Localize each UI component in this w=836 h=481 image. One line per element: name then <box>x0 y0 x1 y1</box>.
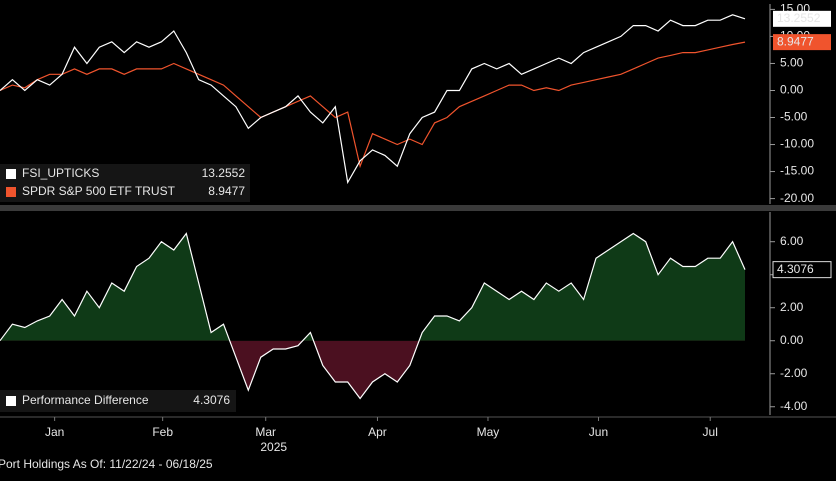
y-tick-label: -20.00 <box>780 191 814 205</box>
x-tick-label: Jul <box>703 425 718 439</box>
footnote: Port Holdings As Of: 11/22/24 - 06/18/25 <box>0 457 213 471</box>
y-tick-label: -2.00 <box>780 366 808 380</box>
x-tick-label: Feb <box>152 425 173 439</box>
x-tick-label: Jun <box>589 425 608 439</box>
series-line <box>0 14 746 185</box>
value-tag-box <box>773 10 831 27</box>
legend-box <box>0 164 250 202</box>
y-tick-label: 2.00 <box>780 300 804 314</box>
y-tick-label: 5.00 <box>780 56 804 70</box>
legend-value: 8.9477 <box>208 184 245 198</box>
y-tick-label: -15.00 <box>780 164 814 178</box>
x-tick-label: Apr <box>368 425 387 439</box>
legend-label: Performance Difference <box>22 393 149 407</box>
y-tick-label: -10.00 <box>780 137 814 151</box>
series-line <box>0 232 746 400</box>
panel-separator <box>0 205 836 211</box>
legend-box <box>0 390 236 412</box>
x-tick-label: Mar <box>255 425 276 439</box>
y-tick-label: 6.00 <box>780 234 804 248</box>
y-tick-label: 0.00 <box>780 333 804 347</box>
x-axis-year: 2025 <box>260 440 287 454</box>
legend-label: SPDR S&P 500 ETF TRUST <box>22 184 176 198</box>
legend-value: 13.2552 <box>202 166 246 180</box>
y-tick-label: 0.00 <box>780 83 804 97</box>
value-tag: 13.2552 <box>777 11 821 25</box>
value-tag: 8.9477 <box>777 34 814 48</box>
x-tick-label: Jan <box>45 425 64 439</box>
area-positive <box>0 233 745 341</box>
area-negative <box>0 340 745 399</box>
value-tag-box <box>773 34 831 51</box>
y-tick-label: -4.00 <box>780 399 808 413</box>
legend-label: FSI_UPTICKS <box>22 166 99 180</box>
y-tick-label: -5.00 <box>780 110 808 124</box>
legend-swatch <box>6 187 16 197</box>
series-line <box>0 41 746 169</box>
x-tick-label: May <box>477 425 500 439</box>
legend-value: 4.3076 <box>193 393 230 407</box>
legend-swatch <box>6 169 16 179</box>
legend-swatch <box>6 396 16 406</box>
value-tag-box <box>772 261 832 279</box>
value-tag: 4.3076 <box>777 262 814 276</box>
